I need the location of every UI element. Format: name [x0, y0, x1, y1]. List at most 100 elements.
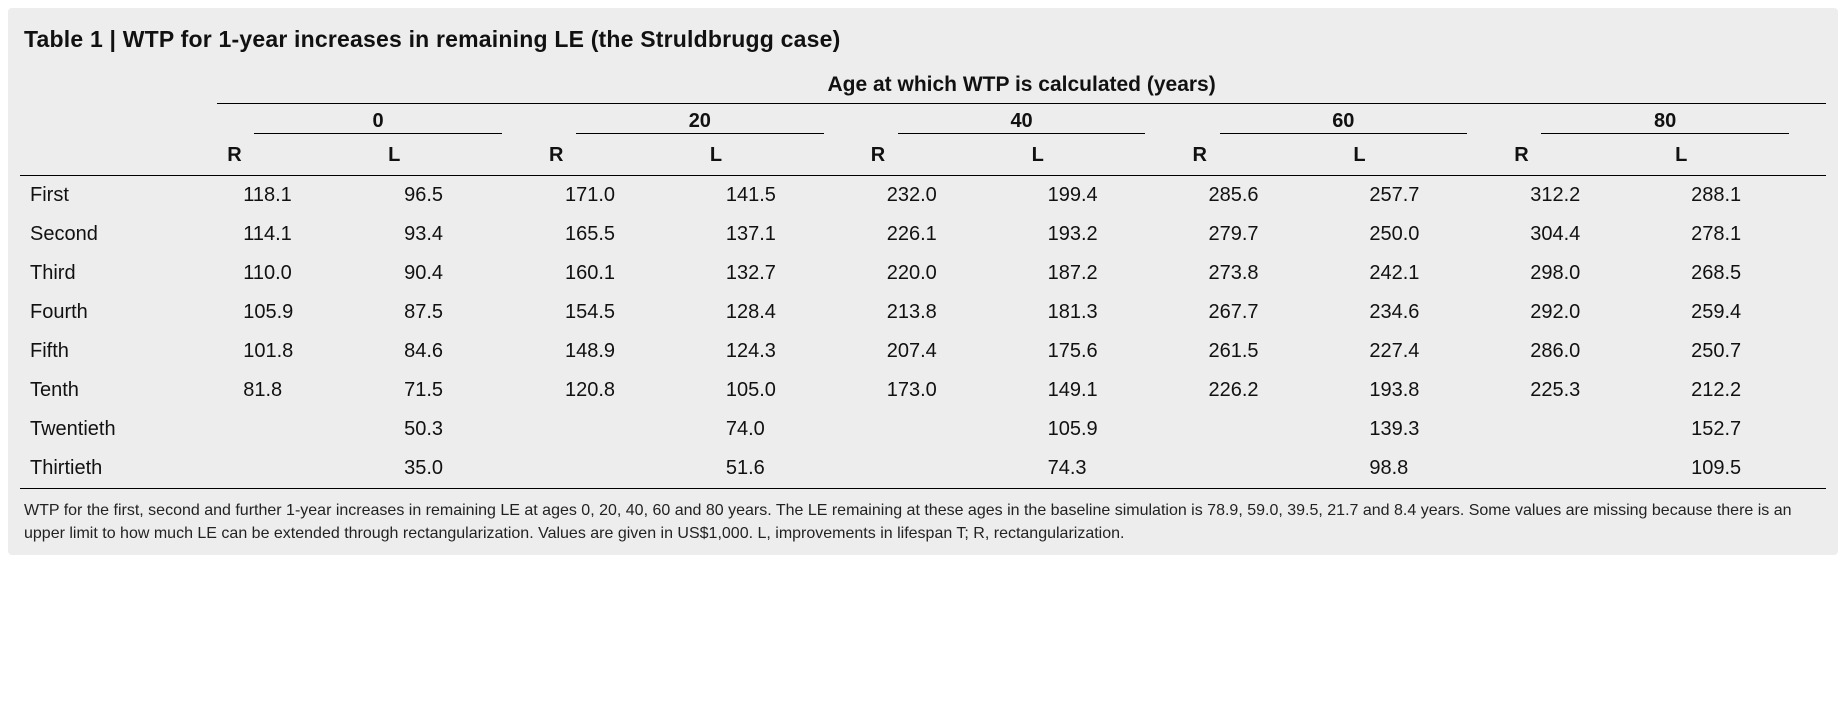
- cell: 234.6: [1343, 293, 1504, 332]
- cell: 268.5: [1665, 254, 1826, 293]
- cell: 298.0: [1504, 254, 1665, 293]
- age-group-row: 0 20 40 60 80: [20, 104, 1826, 139]
- cell: [217, 449, 378, 489]
- cell: 285.6: [1182, 176, 1343, 216]
- cell: 93.4: [378, 215, 539, 254]
- cell: 288.1: [1665, 176, 1826, 216]
- cell: 84.6: [378, 332, 539, 371]
- cell: 51.6: [700, 449, 861, 489]
- cell: 242.1: [1343, 254, 1504, 293]
- cell: 220.0: [861, 254, 1022, 293]
- cell: [1182, 410, 1343, 449]
- row-label: Tenth: [20, 371, 217, 410]
- age-group-0: 0: [254, 110, 501, 134]
- row-label: Thirtieth: [20, 449, 217, 489]
- table-row: Thirtieth 35.0 51.6 74.3 98.8 109.5: [20, 449, 1826, 489]
- table-row: Tenth81.871.5120.8105.0173.0149.1226.219…: [20, 371, 1826, 410]
- cell: [1504, 410, 1665, 449]
- cell: 152.7: [1665, 410, 1826, 449]
- cell: 171.0: [539, 176, 700, 216]
- table-body: First118.196.5171.0141.5232.0199.4285.62…: [20, 176, 1826, 489]
- cell: 279.7: [1182, 215, 1343, 254]
- cell: 141.5: [700, 176, 861, 216]
- cell: 50.3: [378, 410, 539, 449]
- cell: 278.1: [1665, 215, 1826, 254]
- cell: 175.6: [1022, 332, 1183, 371]
- cell: 225.3: [1504, 371, 1665, 410]
- cell: [539, 449, 700, 489]
- cell: 273.8: [1182, 254, 1343, 293]
- title-prefix: Table 1 |: [24, 26, 123, 52]
- cell: 250.7: [1665, 332, 1826, 371]
- table-panel: Table 1 | WTP for 1-year increases in re…: [8, 8, 1838, 555]
- col-R: R: [861, 138, 1022, 176]
- cell: [539, 410, 700, 449]
- cell: 74.3: [1022, 449, 1183, 489]
- cell: 87.5: [378, 293, 539, 332]
- spanning-header-row: Age at which WTP is calculated (years): [20, 67, 1826, 104]
- cell: 199.4: [1022, 176, 1183, 216]
- cell: 226.1: [861, 215, 1022, 254]
- cell: 173.0: [861, 371, 1022, 410]
- col-L: L: [1022, 138, 1183, 176]
- age-group-40: 40: [898, 110, 1145, 134]
- col-R: R: [1504, 138, 1665, 176]
- cell: 124.3: [700, 332, 861, 371]
- col-R: R: [539, 138, 700, 176]
- cell: 132.7: [700, 254, 861, 293]
- cell: 148.9: [539, 332, 700, 371]
- cell: [1182, 449, 1343, 489]
- cell: 114.1: [217, 215, 378, 254]
- cell: 165.5: [539, 215, 700, 254]
- cell: 213.8: [861, 293, 1022, 332]
- cell: 267.7: [1182, 293, 1343, 332]
- cell: 105.9: [1022, 410, 1183, 449]
- table-row: First118.196.5171.0141.5232.0199.4285.62…: [20, 176, 1826, 216]
- cell: 259.4: [1665, 293, 1826, 332]
- col-L: L: [378, 138, 539, 176]
- cell: [217, 410, 378, 449]
- cell: 193.8: [1343, 371, 1504, 410]
- subheader-row: R L R L R L R L R L: [20, 138, 1826, 176]
- cell: 286.0: [1504, 332, 1665, 371]
- cell: 261.5: [1182, 332, 1343, 371]
- cell: [1504, 449, 1665, 489]
- table-row: Fourth105.987.5154.5128.4213.8181.3267.7…: [20, 293, 1826, 332]
- cell: 96.5: [378, 176, 539, 216]
- cell: 181.3: [1022, 293, 1183, 332]
- cell: 304.4: [1504, 215, 1665, 254]
- cell: 128.4: [700, 293, 861, 332]
- cell: 98.8: [1343, 449, 1504, 489]
- cell: 118.1: [217, 176, 378, 216]
- col-R: R: [1182, 138, 1343, 176]
- spanning-header: Age at which WTP is calculated (years): [217, 67, 1826, 104]
- cell: 232.0: [861, 176, 1022, 216]
- cell: 35.0: [378, 449, 539, 489]
- cell: 101.8: [217, 332, 378, 371]
- row-label: Third: [20, 254, 217, 293]
- table-footnote: WTP for the first, second and further 1-…: [8, 489, 1838, 547]
- cell: 139.3: [1343, 410, 1504, 449]
- cell: 110.0: [217, 254, 378, 293]
- cell: 212.2: [1665, 371, 1826, 410]
- cell: 250.0: [1343, 215, 1504, 254]
- cell: 109.5: [1665, 449, 1826, 489]
- col-L: L: [1665, 138, 1826, 176]
- cell: 160.1: [539, 254, 700, 293]
- cell: 226.2: [1182, 371, 1343, 410]
- table-row: Twentieth50.374.0105.9139.3152.7: [20, 410, 1826, 449]
- age-group-60: 60: [1220, 110, 1467, 134]
- row-label: Fifth: [20, 332, 217, 371]
- cell: 207.4: [861, 332, 1022, 371]
- col-L: L: [700, 138, 861, 176]
- cell: 257.7: [1343, 176, 1504, 216]
- age-group-20: 20: [576, 110, 823, 134]
- table-title: Table 1 | WTP for 1-year increases in re…: [8, 8, 1838, 67]
- cell: 90.4: [378, 254, 539, 293]
- cell: 193.2: [1022, 215, 1183, 254]
- title-text: WTP for 1-year increases in remaining LE…: [123, 26, 841, 52]
- age-group-80: 80: [1541, 110, 1788, 134]
- cell: 120.8: [539, 371, 700, 410]
- col-L: L: [1343, 138, 1504, 176]
- table-row: Second114.193.4165.5137.1226.1193.2279.7…: [20, 215, 1826, 254]
